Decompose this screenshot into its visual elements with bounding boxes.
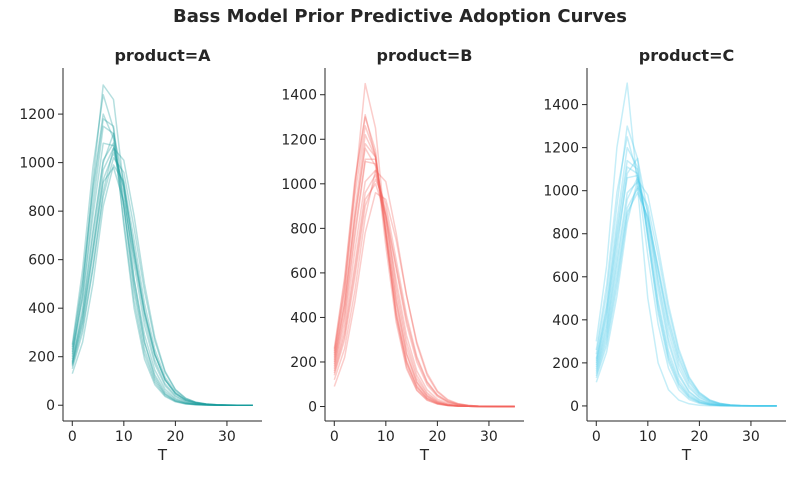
series-line-6 (595, 187, 777, 407)
y-tick-label: 1200 (281, 132, 317, 148)
series-line-6 (333, 174, 515, 408)
y-tick-label: 800 (28, 204, 55, 220)
series-line-10 (595, 136, 777, 407)
y-tick-label: 1200 (19, 107, 55, 123)
series-line-8 (595, 185, 777, 407)
subplot-3: 0 200 400 600 800 1000 1200 1400 0 10 20 30 Tproduct… (543, 46, 786, 464)
series-line-6 (71, 113, 253, 406)
series-line-9 (71, 93, 253, 406)
series-line-3 (71, 147, 253, 406)
series-line-9 (595, 174, 777, 407)
series-line-10 (333, 114, 515, 408)
series-line-3 (595, 179, 777, 407)
y-tick-label: 1400 (543, 98, 579, 114)
figure-title: Bass Model Prior Predictive Adoption Cur… (173, 6, 627, 27)
series-line-11 (71, 142, 253, 406)
series-line-14 (71, 152, 253, 406)
series-line-12 (595, 192, 777, 407)
series-line-2 (595, 157, 777, 407)
series-line-4 (595, 125, 777, 407)
series-line-12 (71, 132, 253, 406)
series-line-5 (71, 164, 253, 406)
x-tick-label: 20 (166, 429, 184, 445)
series-line-8 (71, 166, 253, 406)
x-tick-label: 30 (480, 429, 498, 445)
series-line-1 (333, 82, 515, 408)
subplot-title: product=B (377, 46, 473, 65)
y-tick-label: 200 (28, 350, 55, 366)
series-line-10 (71, 157, 253, 406)
x-tick-label: 10 (639, 429, 657, 445)
series-line-11 (595, 181, 777, 407)
subplot-title: product=C (639, 46, 734, 65)
x-tick-label: 20 (690, 429, 708, 445)
y-tick-label: 600 (552, 270, 579, 286)
x-tick-label: 10 (377, 429, 395, 445)
x-tick-label: 10 (115, 429, 133, 445)
y-tick-label: 400 (290, 310, 317, 326)
series-line-4 (333, 169, 515, 408)
series-line-7 (595, 146, 777, 407)
y-tick-label: 1400 (281, 88, 317, 104)
series-line-8 (333, 191, 515, 408)
series-line-14 (595, 177, 777, 407)
y-tick-label: 1000 (281, 177, 317, 193)
x-tick-label: 30 (218, 429, 236, 445)
series-line-15 (333, 183, 515, 408)
series-line-13 (333, 169, 515, 408)
series-line-5 (595, 166, 777, 407)
series-line-4 (71, 125, 253, 406)
y-tick-label: 600 (28, 253, 55, 269)
series-line-5 (333, 142, 515, 408)
subplot-title: product=A (114, 46, 211, 65)
y-tick-label: 600 (290, 266, 317, 282)
y-tick-label: 800 (552, 227, 579, 243)
series-line-3 (333, 116, 515, 408)
y-tick-label: 0 (570, 399, 579, 415)
series-line-13 (71, 118, 253, 406)
series-line-14 (333, 125, 515, 408)
series-line-1 (71, 147, 253, 406)
x-tick-label: 0 (68, 429, 77, 445)
series-line-2 (333, 160, 515, 408)
x-tick-label: 0 (592, 429, 601, 445)
y-tick-label: 1200 (543, 141, 579, 157)
x-axis-label: T (681, 446, 692, 464)
y-tick-label: 0 (46, 398, 55, 414)
y-tick-label: 200 (290, 355, 317, 371)
x-tick-label: 0 (330, 429, 339, 445)
series-line-13 (595, 159, 777, 407)
series-line-2 (71, 84, 253, 406)
series-line-11 (333, 178, 515, 408)
series-line-7 (71, 142, 253, 406)
x-tick-label: 30 (742, 429, 760, 445)
series-line-7 (333, 134, 515, 408)
x-axis-label: T (157, 446, 168, 464)
y-tick-label: 1000 (543, 184, 579, 200)
y-tick-label: 400 (552, 313, 579, 329)
subplot-2: 0 200 400 600 800 1000 1200 1400 0 10 20 30 Tproduct… (281, 46, 524, 464)
y-tick-label: 200 (552, 356, 579, 372)
series-line-1 (595, 82, 777, 407)
x-axis-label: T (419, 446, 430, 464)
y-tick-label: 1000 (19, 156, 55, 172)
x-tick-label: 20 (428, 429, 446, 445)
y-tick-label: 400 (28, 301, 55, 317)
series-line-12 (333, 147, 515, 408)
series-line-9 (333, 158, 515, 408)
y-tick-label: 800 (290, 221, 317, 237)
y-tick-label: 0 (308, 400, 317, 416)
